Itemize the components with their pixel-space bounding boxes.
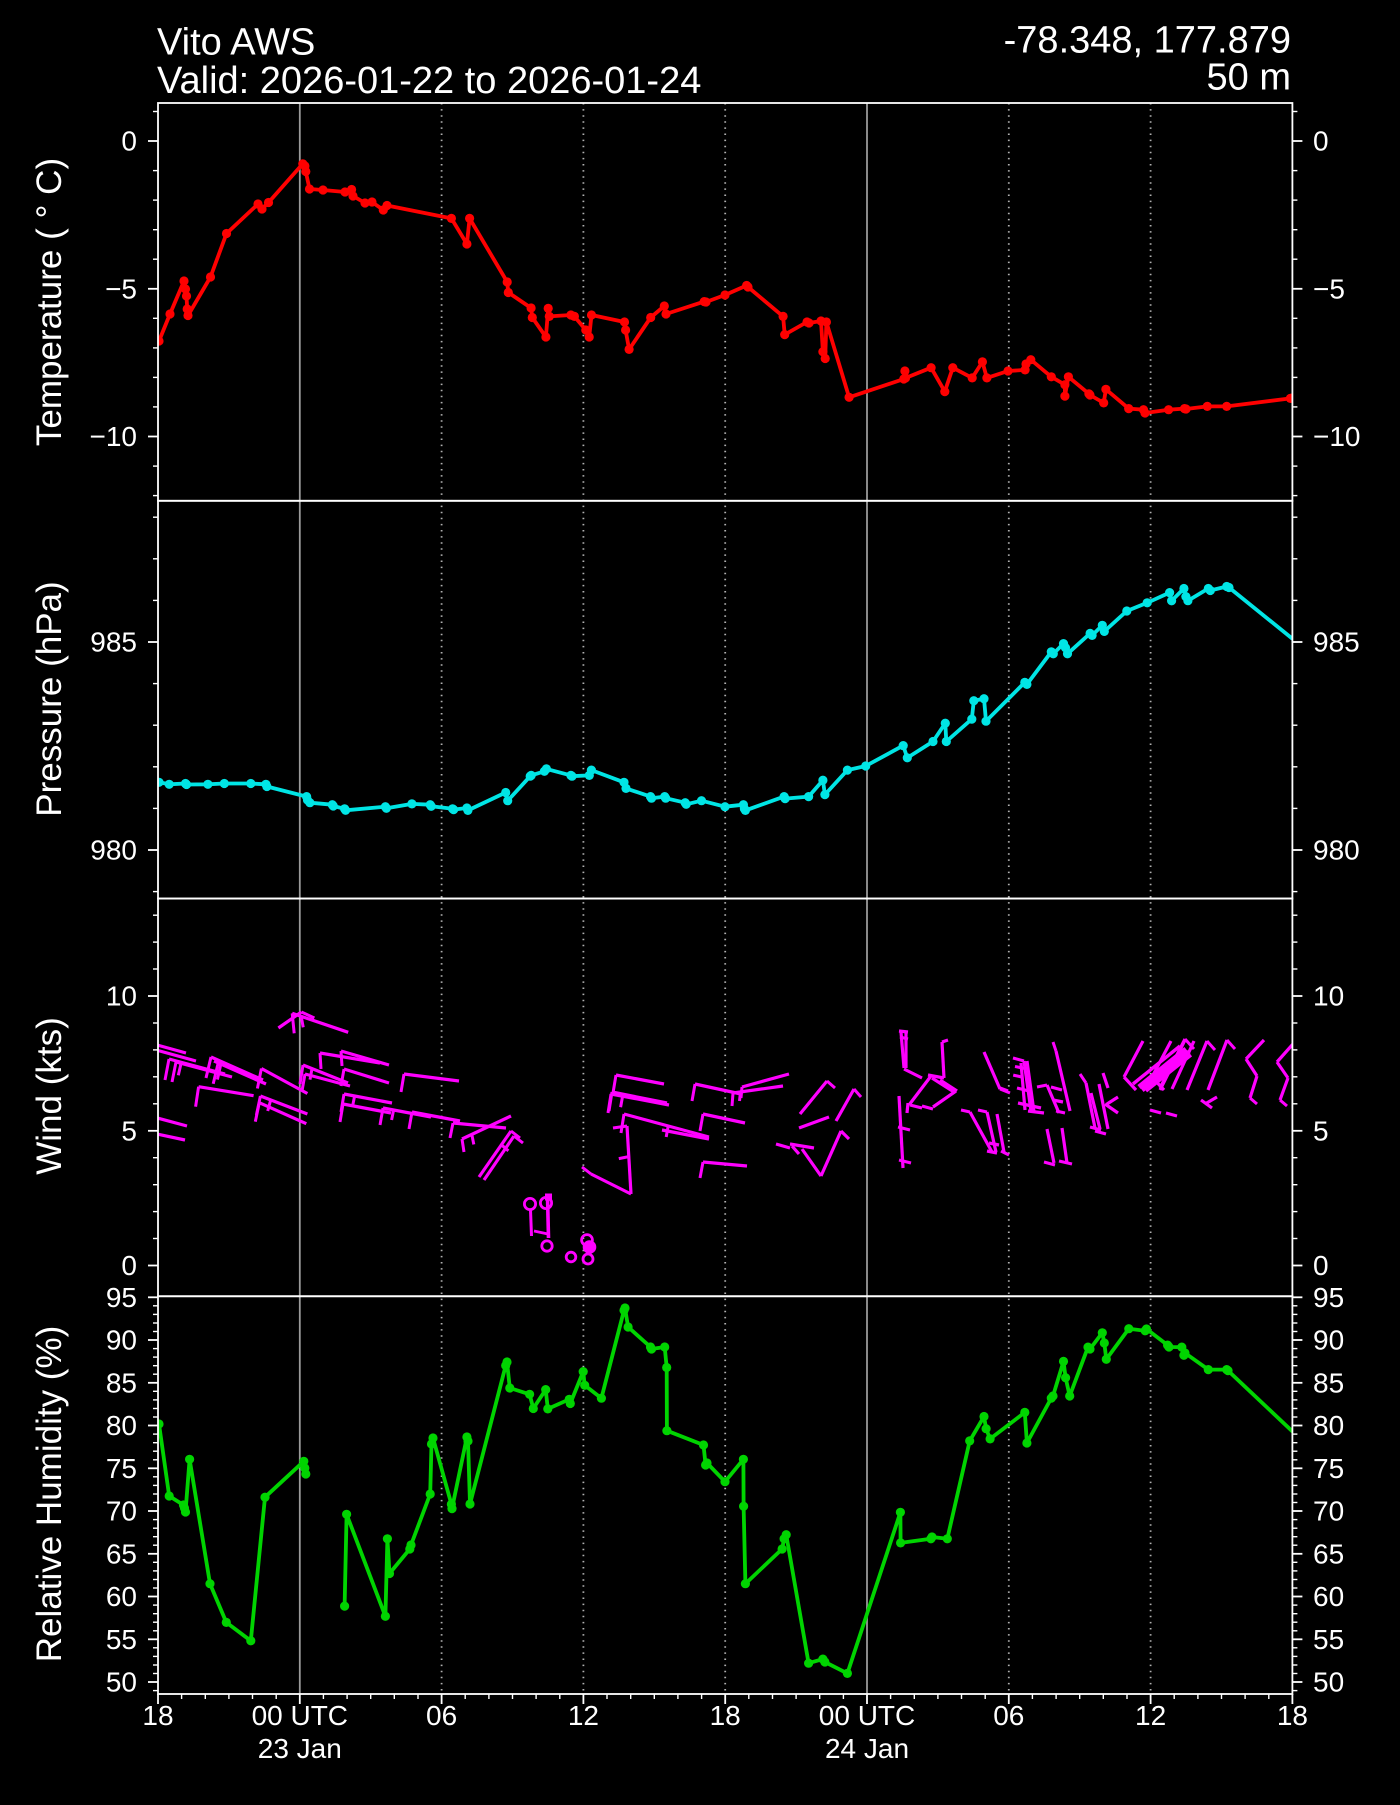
svg-text:10: 10 — [106, 981, 137, 1012]
svg-text:−10: −10 — [1313, 421, 1361, 452]
svg-text:12: 12 — [1135, 1700, 1166, 1731]
svg-text:−10: −10 — [90, 421, 138, 452]
svg-text:5: 5 — [121, 1116, 137, 1147]
svg-text:10: 10 — [1313, 981, 1344, 1012]
svg-text:24 Jan: 24 Jan — [825, 1733, 909, 1764]
svg-text:90: 90 — [106, 1325, 137, 1356]
svg-text:95: 95 — [106, 1282, 137, 1313]
svg-text:0: 0 — [121, 1250, 137, 1281]
svg-text:50: 50 — [106, 1667, 137, 1698]
svg-text:980: 980 — [1313, 835, 1360, 866]
svg-text:50: 50 — [1313, 1667, 1344, 1698]
svg-text:18: 18 — [1277, 1700, 1308, 1731]
svg-text:18: 18 — [710, 1700, 741, 1731]
svg-text:65: 65 — [106, 1538, 137, 1569]
svg-text:75: 75 — [1313, 1453, 1344, 1484]
svg-text:Wind (kts): Wind (kts) — [30, 1017, 69, 1175]
svg-text:23 Jan: 23 Jan — [258, 1733, 342, 1764]
svg-text:Relative Humidity (%): Relative Humidity (%) — [30, 1326, 69, 1662]
svg-text:50 m: 50 m — [1207, 57, 1291, 99]
svg-text:Vito AWS: Vito AWS — [157, 21, 315, 63]
svg-text:0: 0 — [1313, 1250, 1329, 1281]
svg-text:−5: −5 — [105, 273, 137, 304]
svg-text:06: 06 — [993, 1700, 1024, 1731]
svg-text:980: 980 — [90, 835, 137, 866]
svg-text:00 UTC: 00 UTC — [819, 1700, 915, 1731]
svg-text:85: 85 — [1313, 1367, 1344, 1398]
svg-text:0: 0 — [1313, 126, 1329, 157]
svg-text:55: 55 — [106, 1624, 137, 1655]
svg-text:60: 60 — [1313, 1581, 1344, 1612]
svg-text:75: 75 — [106, 1453, 137, 1484]
svg-text:95: 95 — [1313, 1282, 1344, 1313]
svg-text:55: 55 — [1313, 1624, 1344, 1655]
svg-text:Pressure (hPa): Pressure (hPa) — [30, 581, 69, 816]
svg-text:70: 70 — [106, 1496, 137, 1527]
svg-text:06: 06 — [426, 1700, 457, 1731]
svg-text:985: 985 — [90, 627, 137, 658]
svg-text:65: 65 — [1313, 1538, 1344, 1569]
svg-text:00 UTC: 00 UTC — [252, 1700, 348, 1731]
svg-text:18: 18 — [142, 1700, 173, 1731]
svg-text:80: 80 — [106, 1410, 137, 1441]
svg-text:90: 90 — [1313, 1325, 1344, 1356]
svg-text:60: 60 — [106, 1581, 137, 1612]
svg-text:5: 5 — [1313, 1116, 1329, 1147]
svg-text:12: 12 — [568, 1700, 599, 1731]
svg-text:0: 0 — [121, 126, 137, 157]
svg-text:Temperature ( ° C): Temperature ( ° C) — [30, 158, 69, 446]
svg-text:Valid: 2026-01-22 to 2026-01-2: Valid: 2026-01-22 to 2026-01-24 — [157, 60, 701, 102]
svg-text:−5: −5 — [1313, 273, 1345, 304]
svg-text:80: 80 — [1313, 1410, 1344, 1441]
svg-text:70: 70 — [1313, 1496, 1344, 1527]
svg-text:-78.348, 177.879: -78.348, 177.879 — [1004, 19, 1291, 61]
svg-text:985: 985 — [1313, 627, 1360, 658]
svg-text:85: 85 — [106, 1367, 137, 1398]
